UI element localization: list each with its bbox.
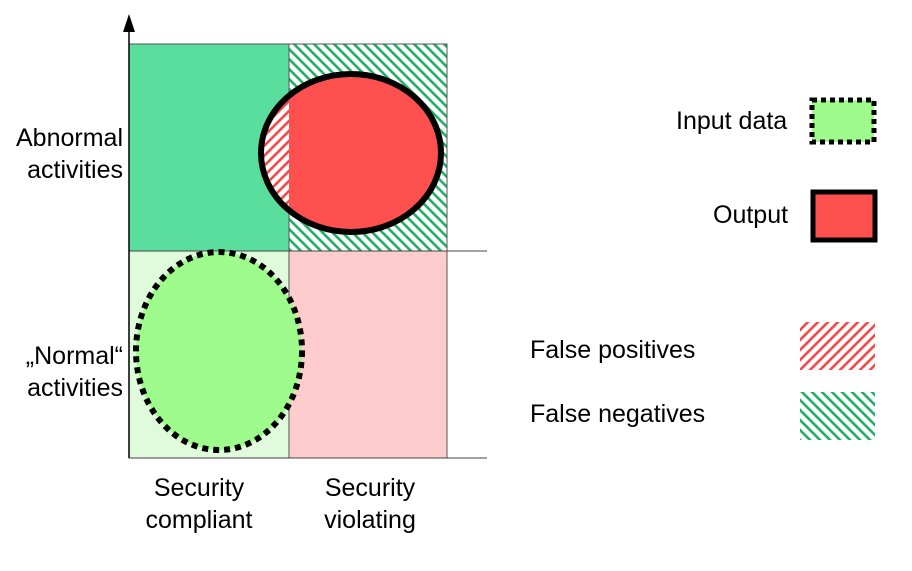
column-label-compliant-line2: compliant (145, 506, 253, 534)
row-label-normal-line2: activities (27, 374, 123, 402)
column-label-compliant: Security compliant (129, 472, 269, 536)
row-label-abnormal-line1: Abnormal (16, 124, 123, 152)
legend-input-swatch (809, 97, 877, 145)
row-label-abnormal: Abnormal activities (10, 122, 123, 186)
legend-output-swatch (810, 189, 878, 243)
column-label-compliant-line1: Security (153, 474, 245, 502)
row-label-abnormal-line2: activities (27, 156, 123, 184)
column-label-violating: Security violating (300, 472, 440, 536)
y-axis-arrow-icon (123, 14, 135, 32)
quadrant-normal-violating (288, 250, 448, 459)
row-label-normal-line1: „Normal“ (25, 342, 123, 370)
output-ellipse-border (258, 71, 444, 235)
input-data-ellipse (133, 249, 305, 453)
legend-false-positives-label: False positives (530, 336, 696, 364)
output-ellipse (261, 74, 441, 232)
legend-false-positives-swatch (800, 322, 875, 370)
legend-false-negatives-swatch (800, 392, 875, 440)
column-label-violating-line2: violating (324, 506, 416, 534)
legend-false-negatives-label: False negatives (530, 400, 706, 428)
row-label-normal: „Normal“ activities (10, 340, 123, 404)
legend-output-label: Output (713, 201, 789, 229)
legend-input-label: Input data (676, 107, 788, 135)
column-label-violating-line1: Security (324, 474, 416, 502)
